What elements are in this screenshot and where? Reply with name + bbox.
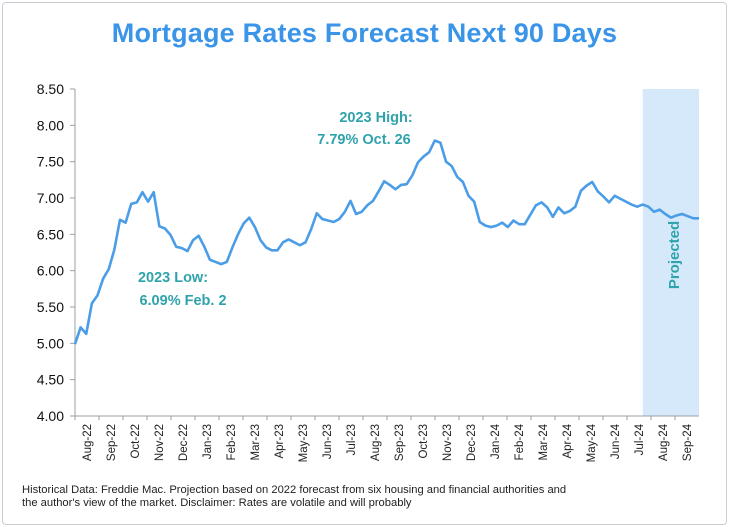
x-tick-label: Jan-23	[202, 424, 214, 459]
x-tick-label: Jun-23	[322, 424, 334, 459]
x-tick-label: Aug-23	[370, 424, 382, 461]
x-tick-label: Feb-24	[514, 423, 526, 460]
x-axis: Aug-22 Sep-22 Oct-22 Nov-22 Dec-22 Jan-23 Feb-…	[74, 415, 699, 462]
x-tick-label: Oct-23	[418, 424, 430, 459]
annotation-high-label: 2023 High:	[339, 110, 412, 126]
x-tick-label: Jun-24	[610, 423, 622, 459]
y-tick-label: 7.00	[37, 190, 64, 206]
x-tick-label: Feb-23	[226, 424, 238, 460]
x-tick-label: Oct-22	[130, 424, 142, 459]
x-tick-label: Jul-23	[346, 424, 358, 455]
annotation-low-detail: 6.09% Feb. 2	[139, 293, 226, 309]
y-tick-label: 4.50	[37, 372, 64, 388]
x-tick-label: May-23	[298, 424, 310, 462]
y-tick-label: 6.50	[37, 226, 64, 242]
annotation-high-detail: 7.79% Oct. 26	[317, 132, 411, 148]
x-tick-label: Sep-24	[682, 423, 694, 461]
chart-title: Mortgage Rates Forecast Next 90 Days	[111, 18, 618, 48]
x-tick-label: Apr-24	[562, 423, 574, 458]
x-tick-label: Sep-23	[394, 424, 406, 461]
y-tick-label: 8.50	[37, 81, 64, 97]
x-tick-label: Aug-24	[658, 423, 670, 461]
y-tick-label: 5.50	[37, 299, 64, 315]
series-line	[73, 139, 699, 345]
y-tick-label: 7.50	[37, 154, 64, 170]
footnote: Historical Data: Freddie Mac. Projection…	[22, 484, 567, 509]
projected-label: Projected	[666, 221, 683, 289]
y-tick-label: 6.00	[37, 263, 64, 279]
x-tick-label: Aug-22	[82, 424, 94, 461]
y-axis: 8.50 8.00 7.50 7.00 6.50 6.00 5.50 5.00 4.50 4.00	[37, 81, 76, 424]
x-tick-label: Dec-23	[466, 424, 478, 461]
x-tick-label: Dec-22	[178, 424, 190, 461]
x-tick-label: Nov-23	[442, 424, 454, 461]
annotation-low-label: 2023 Low:	[138, 270, 208, 286]
x-tick-label: Nov-22	[154, 424, 166, 461]
x-tick-label: Apr-23	[274, 424, 286, 459]
x-tick-label: Mar-24	[538, 423, 550, 460]
y-tick-label: 8.00	[37, 117, 64, 133]
x-tick-label: Jan-24	[490, 423, 502, 459]
x-tick-label: May-24	[586, 423, 598, 462]
x-tick-label: Jul-24	[634, 423, 646, 455]
y-tick-label: 4.00	[37, 408, 64, 424]
projected-region	[642, 89, 699, 416]
x-tick-label: Sep-22	[106, 424, 118, 461]
y-tick-label: 5.00	[37, 335, 64, 351]
x-tick-label: Mar-23	[250, 424, 262, 460]
